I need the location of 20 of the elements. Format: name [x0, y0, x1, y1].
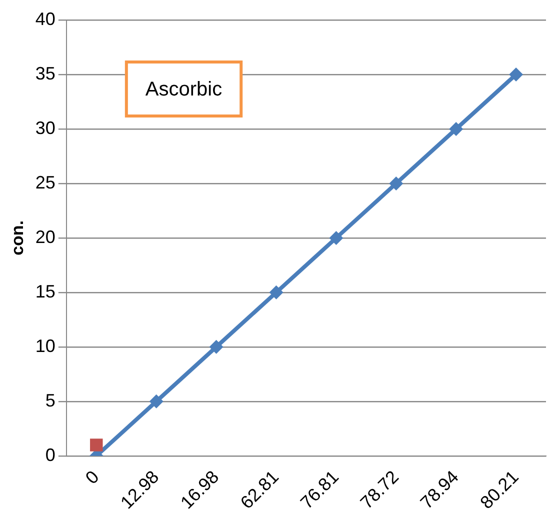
y-tick-label: 0	[45, 444, 56, 465]
point	[329, 230, 344, 245]
y-tick-label: 5	[45, 390, 56, 410]
x-tick-label: 0	[82, 466, 103, 488]
y-tick-label: 25	[35, 172, 56, 192]
point	[209, 340, 224, 354]
point	[90, 438, 103, 452]
point	[149, 394, 164, 408]
point	[269, 285, 284, 300]
y-tick-label: 10	[35, 336, 56, 356]
y-axis-title: con.	[8, 220, 27, 256]
annotation: Ascorbic	[145, 78, 222, 101]
y-tick-label: 35	[35, 63, 56, 84]
y-tick-label: 20	[35, 226, 56, 247]
point	[389, 176, 404, 190]
y-tick-label: 15	[35, 281, 56, 302]
point	[509, 67, 524, 82]
y-tick-label: 40	[35, 8, 56, 29]
y-tick-label: 30	[35, 118, 56, 138]
point	[449, 122, 464, 136]
